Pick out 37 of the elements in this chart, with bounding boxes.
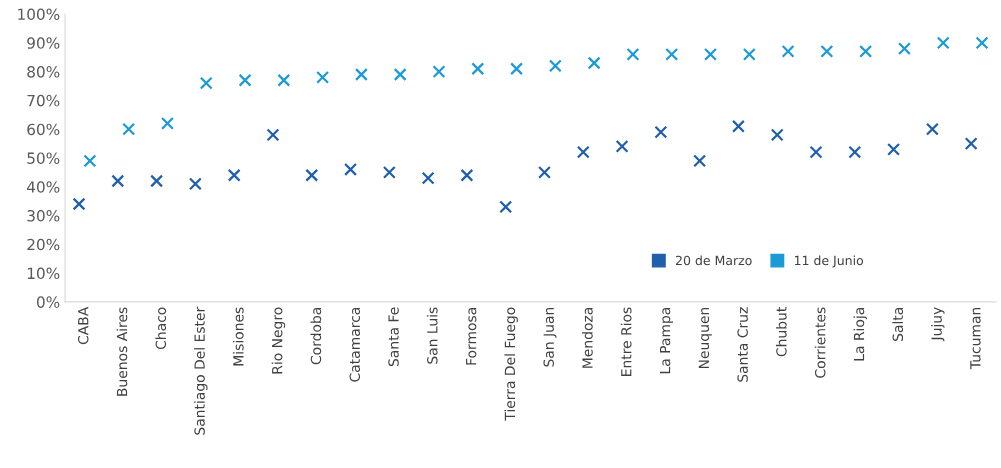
x-tick-label: Tierra Del Fuego <box>504 307 518 421</box>
y-tick-label: 20% <box>27 238 60 251</box>
x-tick-label: Cordoba <box>310 307 322 365</box>
x-tick-label: Formosa <box>466 307 477 365</box>
y-tick-label: 50% <box>27 152 60 164</box>
x-tick-label: CABA <box>77 306 89 345</box>
legend-label: 11 de Junio <box>794 255 864 268</box>
y-tick-label: 0% <box>36 296 60 308</box>
x-tick-label: Jujuy <box>931 307 945 342</box>
x-tick-label: Neuquen <box>698 307 712 369</box>
y-tick-label: 70% <box>27 94 60 107</box>
y-tick-label: 40% <box>26 181 60 193</box>
x-tick-label: Entre Rios <box>620 307 632 376</box>
x-tick-label: Santiago Del Ester <box>194 306 208 435</box>
x-tick-label: Chubut <box>775 307 787 357</box>
x-tick-label: Santa Cruz <box>737 307 748 382</box>
y-tick-label: 30% <box>27 209 60 222</box>
x-tick-label: Mendoza <box>581 307 593 368</box>
x-tick-label: La Rioja <box>853 307 867 361</box>
x-tick-label: La Pampa <box>660 307 674 374</box>
y-tick-label: 90% <box>27 37 60 49</box>
x-tick-label: Buenos Aires <box>116 307 128 396</box>
x-tick-label: Tucuman <box>970 307 981 370</box>
x-tick-label: Chaco <box>155 307 167 350</box>
y-tick-label: 100% <box>18 8 60 21</box>
x-tick-label: Rio Negro <box>271 307 286 374</box>
legend-label: 20 de Marzo <box>675 255 752 266</box>
y-tick-label: 60% <box>27 123 60 136</box>
x-tick-label: Santa Fe <box>388 307 399 367</box>
x-tick-label: Catamarca <box>349 307 361 382</box>
y-tick-label: 10% <box>27 267 60 280</box>
x-tick-label: San Juan <box>543 307 557 367</box>
x-tick-label: Misiones <box>232 307 244 366</box>
x-tick-label: Corrientes <box>814 307 826 378</box>
y-tick-label: 80% <box>27 66 60 78</box>
x-tick-label: Salta <box>892 307 904 341</box>
x-tick-label: San Luis <box>426 307 438 364</box>
